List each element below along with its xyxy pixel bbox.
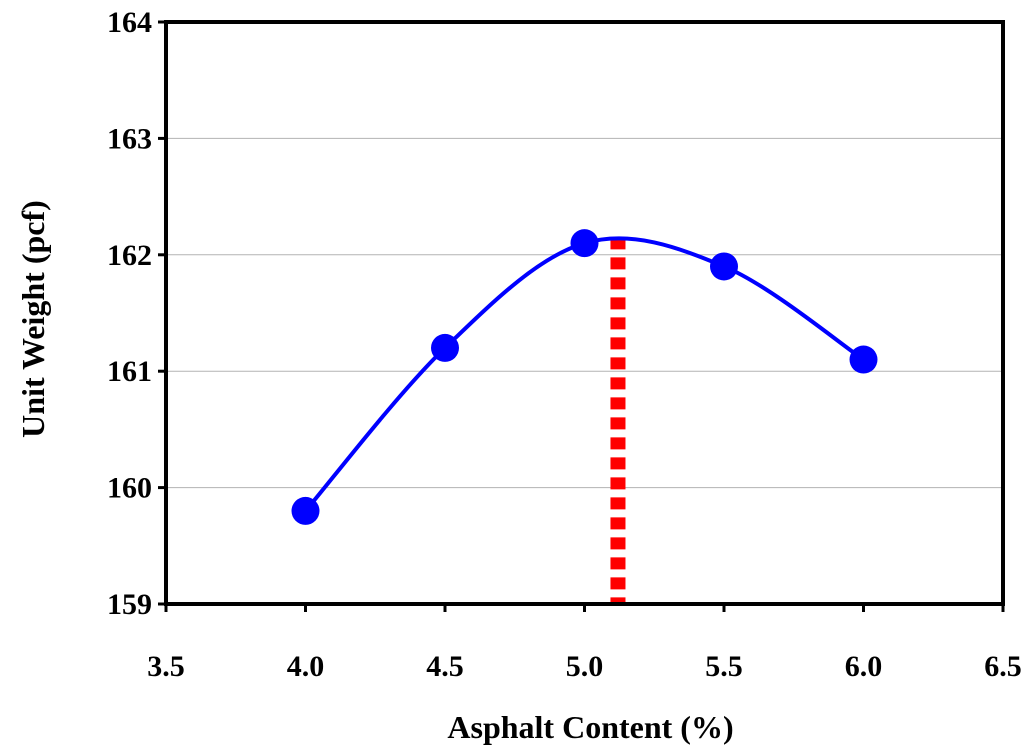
x-tick-label: 4.0 [287, 650, 325, 683]
y-tick-label: 164 [107, 6, 152, 39]
series-group [291, 229, 878, 525]
x-tick-label: 3.5 [147, 650, 185, 683]
y-tick-label: 163 [107, 122, 152, 155]
y-tick-label: 160 [107, 472, 152, 505]
data-point [431, 333, 459, 362]
x-tick-label: 6.5 [984, 650, 1022, 683]
axis-ticks: 159 160 161 162 163 164 3.5 4.0 4.5 5.0 5.5 6.0 6.5 [107, 6, 1022, 683]
x-tick-label: 5.5 [705, 650, 743, 683]
x-tick-label: 6.0 [845, 650, 883, 683]
data-point [849, 345, 878, 374]
series-line [303, 236, 865, 513]
x-axis-title: Asphalt Content (%) [447, 709, 733, 745]
grid-lines [166, 21, 1003, 605]
data-point [291, 496, 320, 525]
plot-area-frame [164, 20, 1005, 606]
y-tick-label: 161 [107, 355, 152, 388]
x-tick-label: 4.5 [426, 650, 464, 683]
data-point [570, 229, 599, 258]
y-tick-label: 159 [107, 588, 152, 621]
y-tick-label: 162 [107, 239, 152, 272]
x-tick-label: 5.0 [566, 650, 604, 683]
data-point [710, 252, 738, 281]
y-axis-title: Unit Weight (pcf) [15, 200, 51, 438]
